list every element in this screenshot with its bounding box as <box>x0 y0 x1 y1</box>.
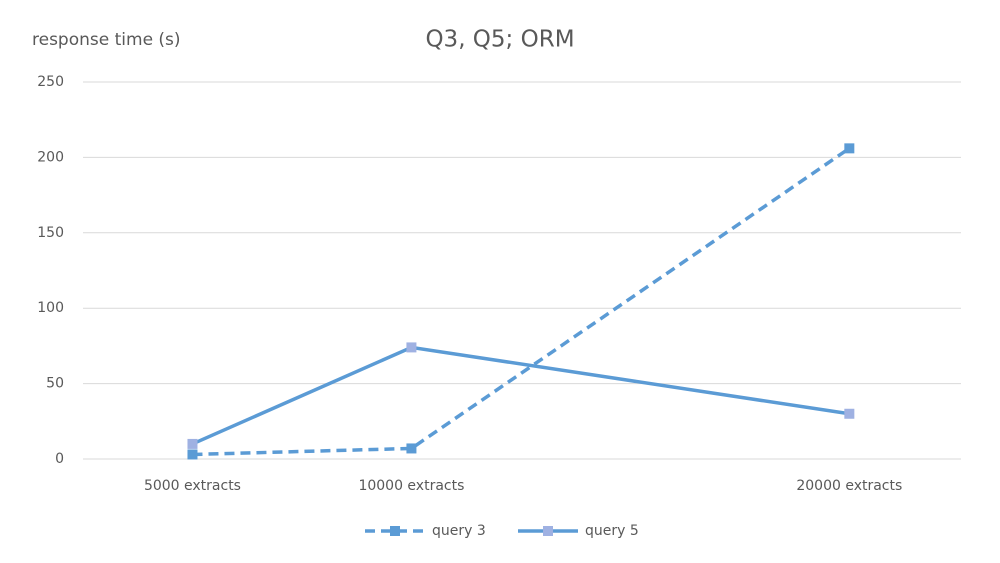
y-tick-label: 150 <box>37 225 64 241</box>
x-tick-label: 5000 extracts <box>144 478 241 494</box>
y-tick-label: 0 <box>55 451 64 467</box>
x-tick-label: 20000 extracts <box>796 478 902 494</box>
legend-label: query 3 <box>432 523 486 539</box>
data-point <box>406 443 417 454</box>
chart-title: Q3, Q5; ORM <box>425 27 574 53</box>
legend-marker <box>543 526 553 536</box>
data-point <box>844 408 855 419</box>
y-tick-label: 250 <box>37 74 64 90</box>
data-point <box>187 449 198 460</box>
data-point <box>187 438 198 449</box>
legend-label: query 5 <box>585 523 639 539</box>
series-line <box>192 146 851 457</box>
data-point <box>406 342 417 353</box>
x-tick-label: 10000 extracts <box>358 478 464 494</box>
y-tick-label: 200 <box>37 149 64 165</box>
y-axis-label: response time (s) <box>32 30 181 50</box>
y-tick-label: 100 <box>37 300 64 316</box>
data-point <box>844 143 855 154</box>
y-tick-label: 50 <box>46 376 64 392</box>
legend-marker <box>390 526 400 536</box>
